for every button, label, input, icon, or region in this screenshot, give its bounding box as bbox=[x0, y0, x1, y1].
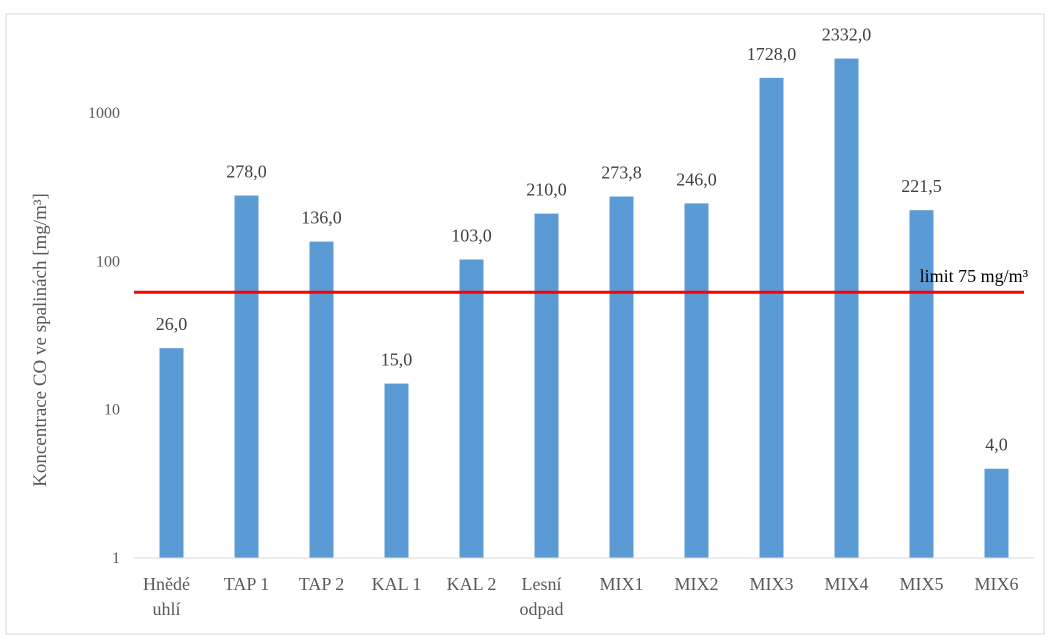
bar bbox=[684, 203, 709, 558]
y-tick-label: 1 bbox=[112, 550, 120, 567]
data-label: 210,0 bbox=[526, 180, 567, 200]
bar bbox=[609, 196, 634, 558]
data-labels: 26,0 278,0 136,0 15,0 103,0 210,0 273,8 246,0 17… bbox=[156, 25, 1008, 455]
y-tick-label: 10 bbox=[104, 402, 120, 419]
data-label: 103,0 bbox=[451, 225, 492, 245]
data-label: 136,0 bbox=[301, 208, 342, 228]
category-labels: Hnědé uhlí TAP 1 TAP 2 KAL 1 KAL 2 Lesní odpad M… bbox=[143, 574, 1018, 619]
data-label: 278,0 bbox=[226, 162, 267, 182]
category-label: Lesní bbox=[522, 574, 562, 594]
category-label: MIX4 bbox=[825, 574, 869, 594]
category-label: KAL 1 bbox=[372, 574, 422, 594]
chart-frame bbox=[5, 13, 1045, 635]
category-label: MIX2 bbox=[675, 574, 719, 594]
y-tick-label: 1000 bbox=[88, 105, 120, 122]
bar bbox=[834, 58, 859, 558]
category-label: uhlí bbox=[152, 599, 180, 619]
limit-label: limit 75 mg/m³ bbox=[920, 266, 1029, 286]
data-label: 26,0 bbox=[156, 314, 188, 334]
bar bbox=[159, 348, 184, 558]
category-label: MIX1 bbox=[600, 574, 644, 594]
data-label: 221,5 bbox=[901, 176, 942, 196]
y-axis-ticks: 1 10 100 1000 bbox=[88, 105, 120, 567]
category-label: Hnědé bbox=[143, 574, 190, 594]
category-label: MIX6 bbox=[975, 574, 1019, 594]
bar bbox=[909, 210, 934, 558]
category-label: odpad bbox=[520, 599, 564, 619]
data-label: 4,0 bbox=[985, 435, 1008, 455]
bar bbox=[384, 383, 409, 558]
bar bbox=[309, 241, 334, 558]
bar bbox=[459, 259, 484, 558]
bar bbox=[759, 77, 784, 559]
y-axis-title: Koncentrace CO ve spalinách [mg/m³] bbox=[30, 193, 51, 487]
category-label: TAP 2 bbox=[299, 574, 344, 594]
data-label: 2332,0 bbox=[822, 25, 872, 45]
data-label: 1728,0 bbox=[747, 44, 797, 64]
bars bbox=[159, 58, 1009, 559]
bar bbox=[234, 195, 259, 558]
category-label: TAP 1 bbox=[224, 574, 269, 594]
data-label: 273,8 bbox=[601, 163, 642, 183]
bar bbox=[984, 468, 1009, 558]
category-label: MIX3 bbox=[750, 574, 794, 594]
category-label: MIX5 bbox=[900, 574, 944, 594]
bar bbox=[534, 213, 559, 559]
category-label: KAL 2 bbox=[447, 574, 497, 594]
y-tick-label: 100 bbox=[96, 253, 120, 270]
data-label: 246,0 bbox=[676, 169, 717, 189]
data-label: 15,0 bbox=[381, 350, 413, 370]
